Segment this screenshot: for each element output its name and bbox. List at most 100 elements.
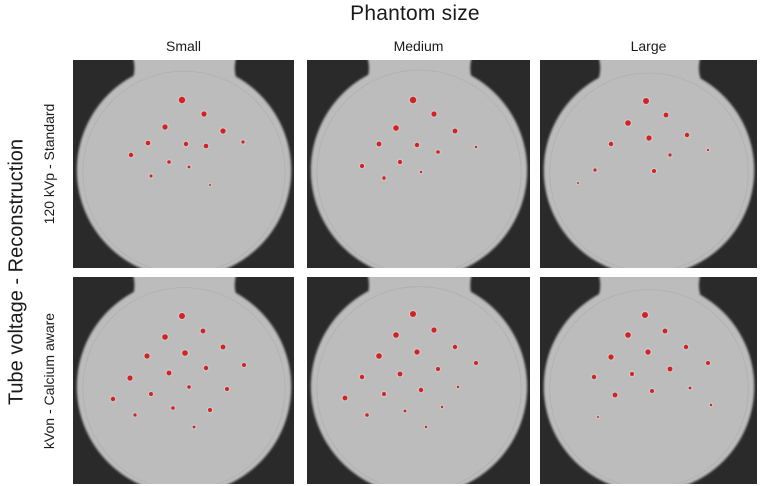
phantom-insert-ring bbox=[549, 289, 749, 484]
calcification-marker bbox=[662, 328, 668, 334]
calcification-marker bbox=[414, 142, 420, 148]
calcification-marker bbox=[474, 361, 478, 365]
calcification-marker bbox=[397, 371, 403, 377]
column-label-small: Small bbox=[165, 38, 201, 54]
calcification-marker bbox=[436, 150, 440, 154]
calcification-marker bbox=[149, 174, 153, 178]
calcification-marker bbox=[643, 98, 649, 104]
phantom-image bbox=[310, 60, 528, 268]
calcification-marker bbox=[166, 370, 172, 376]
calcification-marker bbox=[145, 140, 151, 146]
calcification-marker bbox=[242, 363, 246, 367]
calcification-marker bbox=[474, 145, 478, 149]
phantom-body bbox=[310, 62, 528, 268]
calcification-marker bbox=[642, 312, 648, 318]
ct-panel-small-kvon bbox=[73, 277, 294, 484]
calcification-marker bbox=[645, 349, 651, 355]
calcification-marker bbox=[684, 132, 690, 138]
calcification-marker bbox=[187, 165, 191, 169]
calcification-marker bbox=[452, 344, 458, 350]
calcification-marker bbox=[359, 163, 365, 169]
calcification-marker bbox=[630, 372, 634, 376]
ct-panel-medium-kvon bbox=[307, 277, 530, 484]
calcification-marker bbox=[208, 408, 212, 412]
calcification-marker bbox=[167, 160, 171, 164]
calcification-marker bbox=[577, 182, 579, 184]
calcification-marker bbox=[128, 152, 134, 158]
row-axis-label-text: Tube voltage - Reconstruction bbox=[5, 138, 28, 406]
calcification-marker bbox=[393, 125, 399, 131]
calcification-marker bbox=[597, 416, 599, 418]
calcification-marker bbox=[608, 141, 614, 147]
calcification-marker bbox=[650, 389, 654, 393]
calcification-marker bbox=[414, 349, 420, 355]
calcification-marker bbox=[376, 353, 382, 359]
calcification-marker bbox=[424, 425, 428, 429]
phantom-image bbox=[310, 277, 528, 484]
calcification-marker bbox=[225, 387, 229, 391]
calcification-marker bbox=[625, 120, 631, 126]
calcification-marker bbox=[431, 327, 437, 333]
calcification-marker bbox=[182, 350, 188, 356]
calcification-marker bbox=[625, 332, 631, 338]
phantom-image bbox=[543, 277, 755, 484]
phantom-body bbox=[543, 65, 755, 268]
calcification-marker bbox=[393, 332, 399, 338]
calcification-marker bbox=[436, 367, 440, 371]
row-label-120kvp: 120 kVp - Standard bbox=[34, 60, 64, 268]
ct-panel-medium-120kvp bbox=[307, 60, 530, 268]
calcification-marker bbox=[612, 392, 618, 398]
calcification-marker bbox=[382, 392, 386, 396]
calcification-marker bbox=[183, 141, 189, 147]
calcification-marker bbox=[409, 96, 417, 104]
calcification-marker bbox=[220, 128, 226, 134]
calcification-marker bbox=[608, 354, 614, 360]
calcification-marker bbox=[209, 184, 211, 186]
calcification-marker bbox=[241, 140, 245, 144]
calcification-marker bbox=[593, 168, 597, 172]
calcification-marker bbox=[431, 111, 437, 117]
calcification-marker bbox=[419, 170, 423, 174]
row-label-120kvp-text: 120 kVp - Standard bbox=[41, 103, 57, 225]
phantom-insert-ring bbox=[82, 287, 286, 484]
phantom-body bbox=[76, 279, 292, 484]
calcification-marker bbox=[418, 387, 424, 393]
calcification-marker bbox=[203, 365, 209, 371]
ct-panel-large-kvon bbox=[540, 277, 757, 484]
row-label-kvon: kVon - Calcium aware bbox=[34, 277, 64, 484]
phantom-insert-ring bbox=[82, 70, 286, 268]
calcification-marker bbox=[382, 176, 386, 180]
calcification-marker bbox=[359, 374, 365, 380]
calcification-marker bbox=[668, 153, 672, 157]
calcification-marker bbox=[220, 344, 226, 350]
calcification-marker bbox=[200, 328, 206, 334]
calcification-marker bbox=[149, 392, 153, 396]
calcification-marker bbox=[133, 413, 137, 417]
calcification-marker bbox=[365, 413, 369, 417]
calcification-marker bbox=[376, 141, 382, 147]
calcification-marker bbox=[410, 311, 416, 317]
phantom-image bbox=[76, 60, 292, 268]
phantom-image bbox=[543, 60, 755, 268]
calcification-marker bbox=[203, 143, 209, 149]
phantom-body bbox=[543, 281, 755, 484]
calcification-marker bbox=[342, 395, 348, 401]
figure-title: Phantom size bbox=[350, 2, 480, 25]
calcification-marker bbox=[440, 405, 444, 409]
phantom-insert-ring bbox=[316, 286, 522, 484]
row-axis-label: Tube voltage - Reconstruction bbox=[4, 60, 30, 484]
phantom-insert-ring bbox=[316, 69, 522, 268]
calcification-marker bbox=[456, 385, 460, 389]
calcification-marker bbox=[652, 169, 656, 173]
calcification-marker bbox=[187, 385, 191, 389]
calcification-marker bbox=[179, 313, 185, 319]
calcification-marker bbox=[683, 344, 689, 350]
calcification-marker bbox=[178, 96, 186, 104]
column-label-medium: Medium bbox=[393, 38, 444, 54]
calcification-marker bbox=[706, 361, 710, 365]
phantom-body bbox=[76, 63, 292, 268]
calcification-marker bbox=[144, 353, 150, 359]
calcification-marker bbox=[663, 112, 669, 118]
phantom-body bbox=[310, 278, 528, 484]
calcification-marker bbox=[591, 374, 597, 380]
